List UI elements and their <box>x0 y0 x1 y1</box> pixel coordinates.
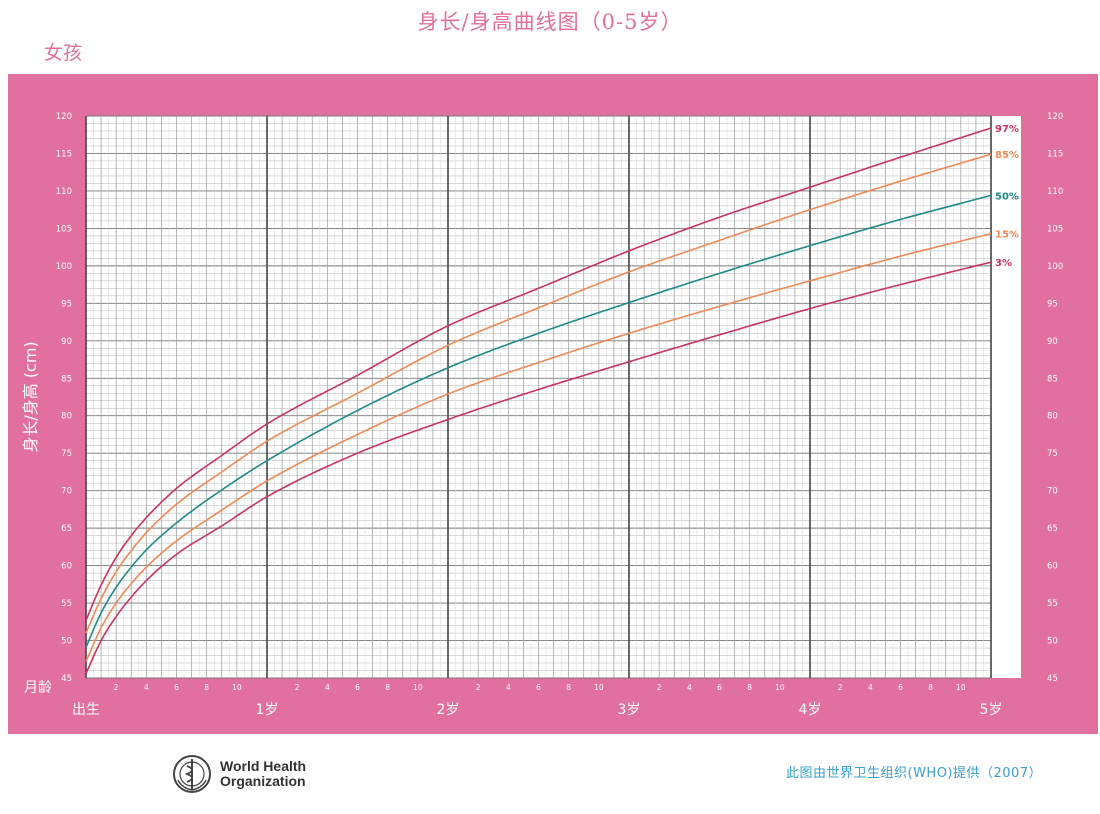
y-tick-label-left: 90 <box>61 337 72 347</box>
y-tick-label-right: 45 <box>1047 674 1058 684</box>
y-tick-label-right: 115 <box>1047 149 1063 159</box>
x-minor-tick-label: 6 <box>898 683 903 692</box>
x-minor-tick-label: 2 <box>295 683 300 692</box>
x-major-label: 4岁 <box>799 702 822 718</box>
x-minor-tick-label: 8 <box>204 683 209 692</box>
y-axis-title: 身长/身高 (cm) <box>21 341 40 452</box>
page-title: 身长/身高曲线图（0-5岁） <box>417 10 683 34</box>
y-tick-label-right: 60 <box>1047 562 1058 572</box>
y-tick-label-left: 120 <box>56 112 72 122</box>
y-tick-label-left: 45 <box>61 674 72 684</box>
x-minor-tick-label: 10 <box>775 683 785 692</box>
x-major-label: 5岁 <box>980 702 1003 718</box>
x-minor-tick-label: 2 <box>114 683 119 692</box>
y-tick-label-left: 65 <box>61 524 72 534</box>
who-name-line1: World Health <box>220 758 307 774</box>
x-minor-tick-label: 10 <box>594 683 604 692</box>
x-minor-tick-label: 6 <box>536 683 541 692</box>
x-major-label: 3岁 <box>618 702 641 718</box>
y-tick-label-left: 100 <box>56 262 72 272</box>
x-minor-tick-label: 4 <box>506 683 511 692</box>
x-major-label: 1岁 <box>256 702 279 718</box>
y-tick-label-left: 95 <box>61 299 72 309</box>
y-tick-label-right: 90 <box>1047 337 1058 347</box>
y-tick-label-left: 115 <box>56 149 72 159</box>
x-minor-tick-label: 8 <box>928 683 933 692</box>
y-tick-label-left: 80 <box>61 412 72 422</box>
x-minor-tick-label: 8 <box>747 683 752 692</box>
series-line-1 <box>85 153 992 634</box>
who-name-line2: Organization <box>220 773 306 789</box>
series-end-label: 15% <box>995 230 1019 241</box>
x-minor-tick-label: 4 <box>144 683 149 692</box>
series-end-label: 50% <box>995 191 1019 202</box>
credit-text: 此图由世界卫生组织(WHO)提供（2007） <box>786 766 1043 781</box>
y-tick-label-right: 95 <box>1047 299 1058 309</box>
y-tick-label-left: 105 <box>56 224 72 234</box>
y-tick-label-right: 70 <box>1047 487 1058 497</box>
series-line-0 <box>85 127 992 621</box>
y-tick-label-left: 75 <box>61 449 72 459</box>
y-tick-label-right: 85 <box>1047 374 1058 384</box>
who-logo-block: World Health Organization <box>172 754 306 794</box>
x-minor-tick-label: 4 <box>868 683 873 692</box>
y-tick-label-left: 60 <box>61 562 72 572</box>
x-minor-tick-label: 8 <box>566 683 571 692</box>
x-minor-tick-label: 2 <box>476 683 481 692</box>
series-line-3 <box>85 232 992 662</box>
series-end-label: 85% <box>995 150 1019 161</box>
x-minor-tick-label: 6 <box>355 683 360 692</box>
y-tick-label-left: 85 <box>61 374 72 384</box>
y-tick-label-right: 50 <box>1047 637 1058 647</box>
x-minor-tick-label: 10 <box>413 683 423 692</box>
x-minor-tick-label: 10 <box>956 683 966 692</box>
y-tick-label-right: 105 <box>1047 224 1063 234</box>
x-minor-tick-label: 10 <box>232 683 242 692</box>
x-major-label: 出生 <box>72 702 100 718</box>
series-end-label: 97% <box>995 124 1019 135</box>
y-tick-label-right: 75 <box>1047 449 1058 459</box>
series-line-4 <box>85 261 992 674</box>
y-tick-label-left: 55 <box>61 599 72 609</box>
x-minor-tick-label: 6 <box>717 683 722 692</box>
who-emblem-icon <box>173 755 211 793</box>
x-major-label: 2岁 <box>437 702 460 718</box>
y-tick-label-right: 55 <box>1047 599 1058 609</box>
series-line-2 <box>85 194 992 648</box>
growth-chart: 45 45 50 50 55 55 60 60 65 65 70 70 75 75 80 80 85 85 90 90… <box>21 112 1063 718</box>
y-tick-label-right: 80 <box>1047 412 1058 422</box>
x-minor-tick-label: 2 <box>657 683 662 692</box>
x-minor-tick-label: 6 <box>174 683 179 692</box>
who-name: World Health Organization <box>220 759 306 789</box>
y-tick-label-right: 100 <box>1047 262 1063 272</box>
y-tick-label-left: 50 <box>61 637 72 647</box>
y-tick-label-left: 70 <box>61 487 72 497</box>
y-tick-label-right: 110 <box>1047 187 1063 197</box>
series-end-label: 3% <box>995 258 1012 269</box>
x-minor-tick-label: 4 <box>325 683 330 692</box>
x-minor-tick-label: 8 <box>385 683 390 692</box>
y-tick-label-left: 110 <box>56 187 72 197</box>
y-tick-label-right: 65 <box>1047 524 1058 534</box>
gender-label: 女孩 <box>44 42 83 64</box>
y-tick-label-right: 120 <box>1047 112 1063 122</box>
x-minor-tick-label: 4 <box>687 683 692 692</box>
x-minor-tick-label: 2 <box>838 683 843 692</box>
x-axis-title: 月龄 <box>24 680 52 696</box>
chart-frame: 45 45 50 50 55 55 60 60 65 65 70 70 75 75 80 80 85 85 90 90… <box>8 74 1098 734</box>
